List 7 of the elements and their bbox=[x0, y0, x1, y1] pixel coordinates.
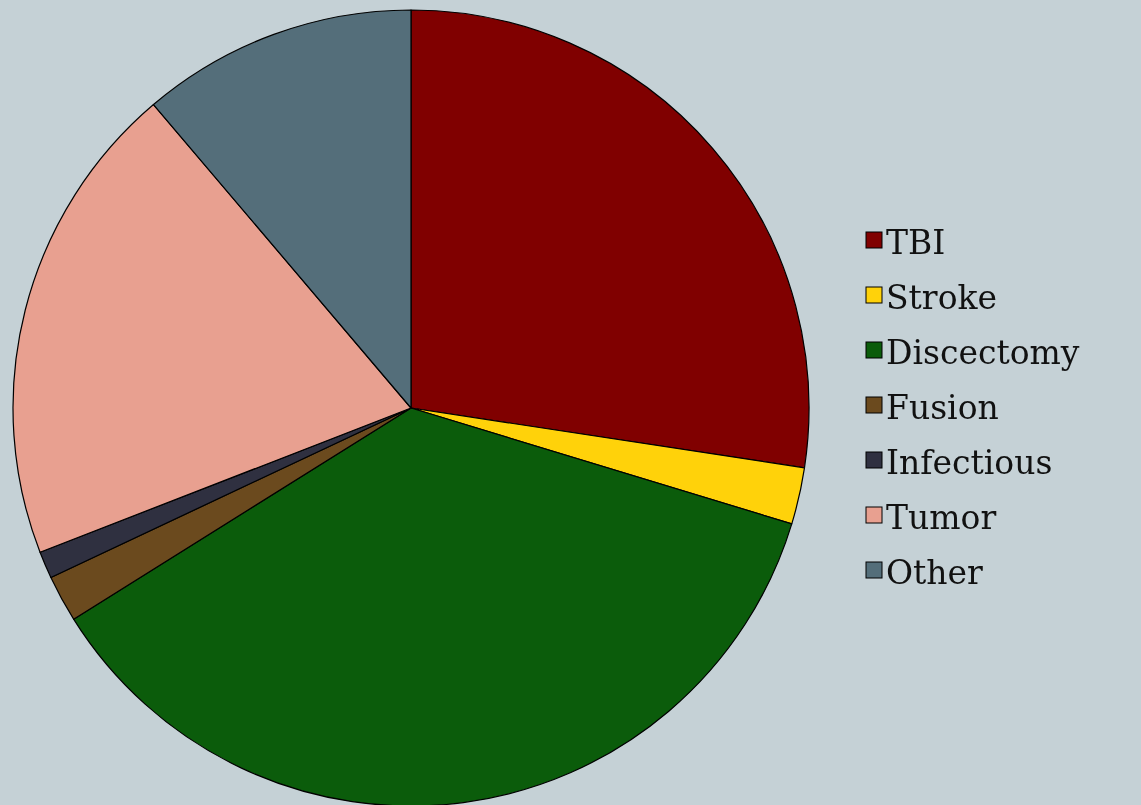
legend-label: Other bbox=[886, 553, 984, 592]
legend-label: Stroke bbox=[886, 278, 998, 317]
legend-label: Fusion bbox=[886, 388, 999, 427]
legend-label: Discectomy bbox=[886, 333, 1080, 372]
legend-label: Infectious bbox=[886, 443, 1053, 482]
legend-label: TBI bbox=[886, 223, 946, 262]
legend-label: Tumor bbox=[886, 498, 997, 537]
